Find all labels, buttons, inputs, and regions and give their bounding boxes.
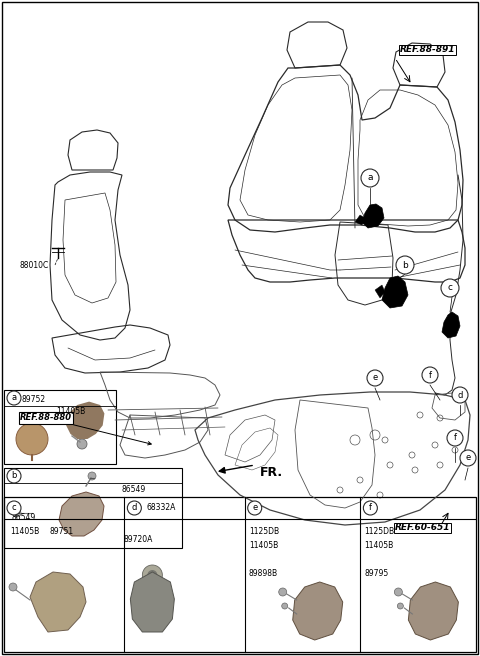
- Bar: [4, 497, 476, 652]
- Polygon shape: [59, 492, 104, 536]
- Text: 89795: 89795: [364, 569, 389, 578]
- Text: 11405B: 11405B: [364, 541, 394, 550]
- Text: 11405B: 11405B: [249, 541, 278, 550]
- Circle shape: [147, 570, 157, 580]
- Polygon shape: [375, 285, 385, 298]
- Text: f: f: [429, 371, 432, 380]
- Circle shape: [422, 367, 438, 383]
- Circle shape: [13, 509, 21, 517]
- Circle shape: [7, 501, 21, 515]
- Text: REF.60-651: REF.60-651: [395, 523, 451, 533]
- Circle shape: [127, 501, 142, 515]
- Polygon shape: [362, 204, 384, 228]
- Text: b: b: [402, 260, 408, 270]
- Text: 68332A: 68332A: [146, 504, 176, 512]
- Text: 1125DB: 1125DB: [249, 527, 279, 536]
- Polygon shape: [408, 582, 458, 640]
- Polygon shape: [293, 582, 343, 640]
- Polygon shape: [30, 572, 86, 632]
- Text: 11405B: 11405B: [56, 407, 85, 417]
- Text: 11405B: 11405B: [10, 527, 39, 536]
- Text: e: e: [252, 504, 257, 512]
- Circle shape: [77, 439, 87, 449]
- Text: REF.88-880: REF.88-880: [20, 413, 151, 445]
- Text: d: d: [457, 390, 463, 400]
- Polygon shape: [131, 572, 174, 632]
- Text: 1125DB: 1125DB: [364, 527, 395, 536]
- Text: a: a: [367, 173, 373, 182]
- Text: 88010C: 88010C: [20, 260, 49, 270]
- Circle shape: [397, 603, 403, 609]
- Text: e: e: [466, 453, 470, 462]
- Polygon shape: [442, 312, 460, 338]
- Polygon shape: [66, 401, 104, 439]
- Circle shape: [441, 279, 459, 297]
- Circle shape: [282, 603, 288, 609]
- Circle shape: [361, 169, 379, 187]
- Circle shape: [88, 472, 96, 480]
- Circle shape: [447, 430, 463, 446]
- Text: e: e: [372, 373, 378, 382]
- Text: FR.: FR.: [260, 466, 283, 478]
- Circle shape: [396, 256, 414, 274]
- Circle shape: [395, 588, 402, 596]
- Circle shape: [16, 423, 48, 455]
- Circle shape: [452, 387, 468, 403]
- Circle shape: [7, 391, 21, 405]
- Circle shape: [248, 501, 262, 515]
- Text: c: c: [12, 504, 16, 512]
- Circle shape: [279, 588, 287, 596]
- Bar: [4, 468, 182, 548]
- Circle shape: [7, 469, 21, 483]
- Circle shape: [143, 565, 162, 585]
- Polygon shape: [355, 215, 365, 225]
- Text: REF.88-891: REF.88-891: [400, 45, 456, 54]
- Text: 86549: 86549: [12, 514, 36, 522]
- Text: 89752: 89752: [22, 396, 46, 405]
- Text: 89751: 89751: [50, 527, 74, 536]
- Text: a: a: [12, 394, 17, 403]
- Polygon shape: [382, 276, 408, 308]
- Text: f: f: [454, 434, 456, 443]
- Circle shape: [367, 370, 383, 386]
- Circle shape: [460, 450, 476, 466]
- Circle shape: [363, 501, 377, 515]
- Circle shape: [9, 583, 17, 591]
- Text: f: f: [369, 504, 372, 512]
- Text: 86549: 86549: [122, 485, 146, 495]
- Text: 89720A: 89720A: [124, 535, 154, 544]
- Text: c: c: [447, 283, 453, 293]
- Text: d: d: [132, 504, 137, 512]
- Text: 89898B: 89898B: [249, 569, 278, 578]
- Text: b: b: [12, 472, 17, 480]
- Bar: [4, 390, 116, 464]
